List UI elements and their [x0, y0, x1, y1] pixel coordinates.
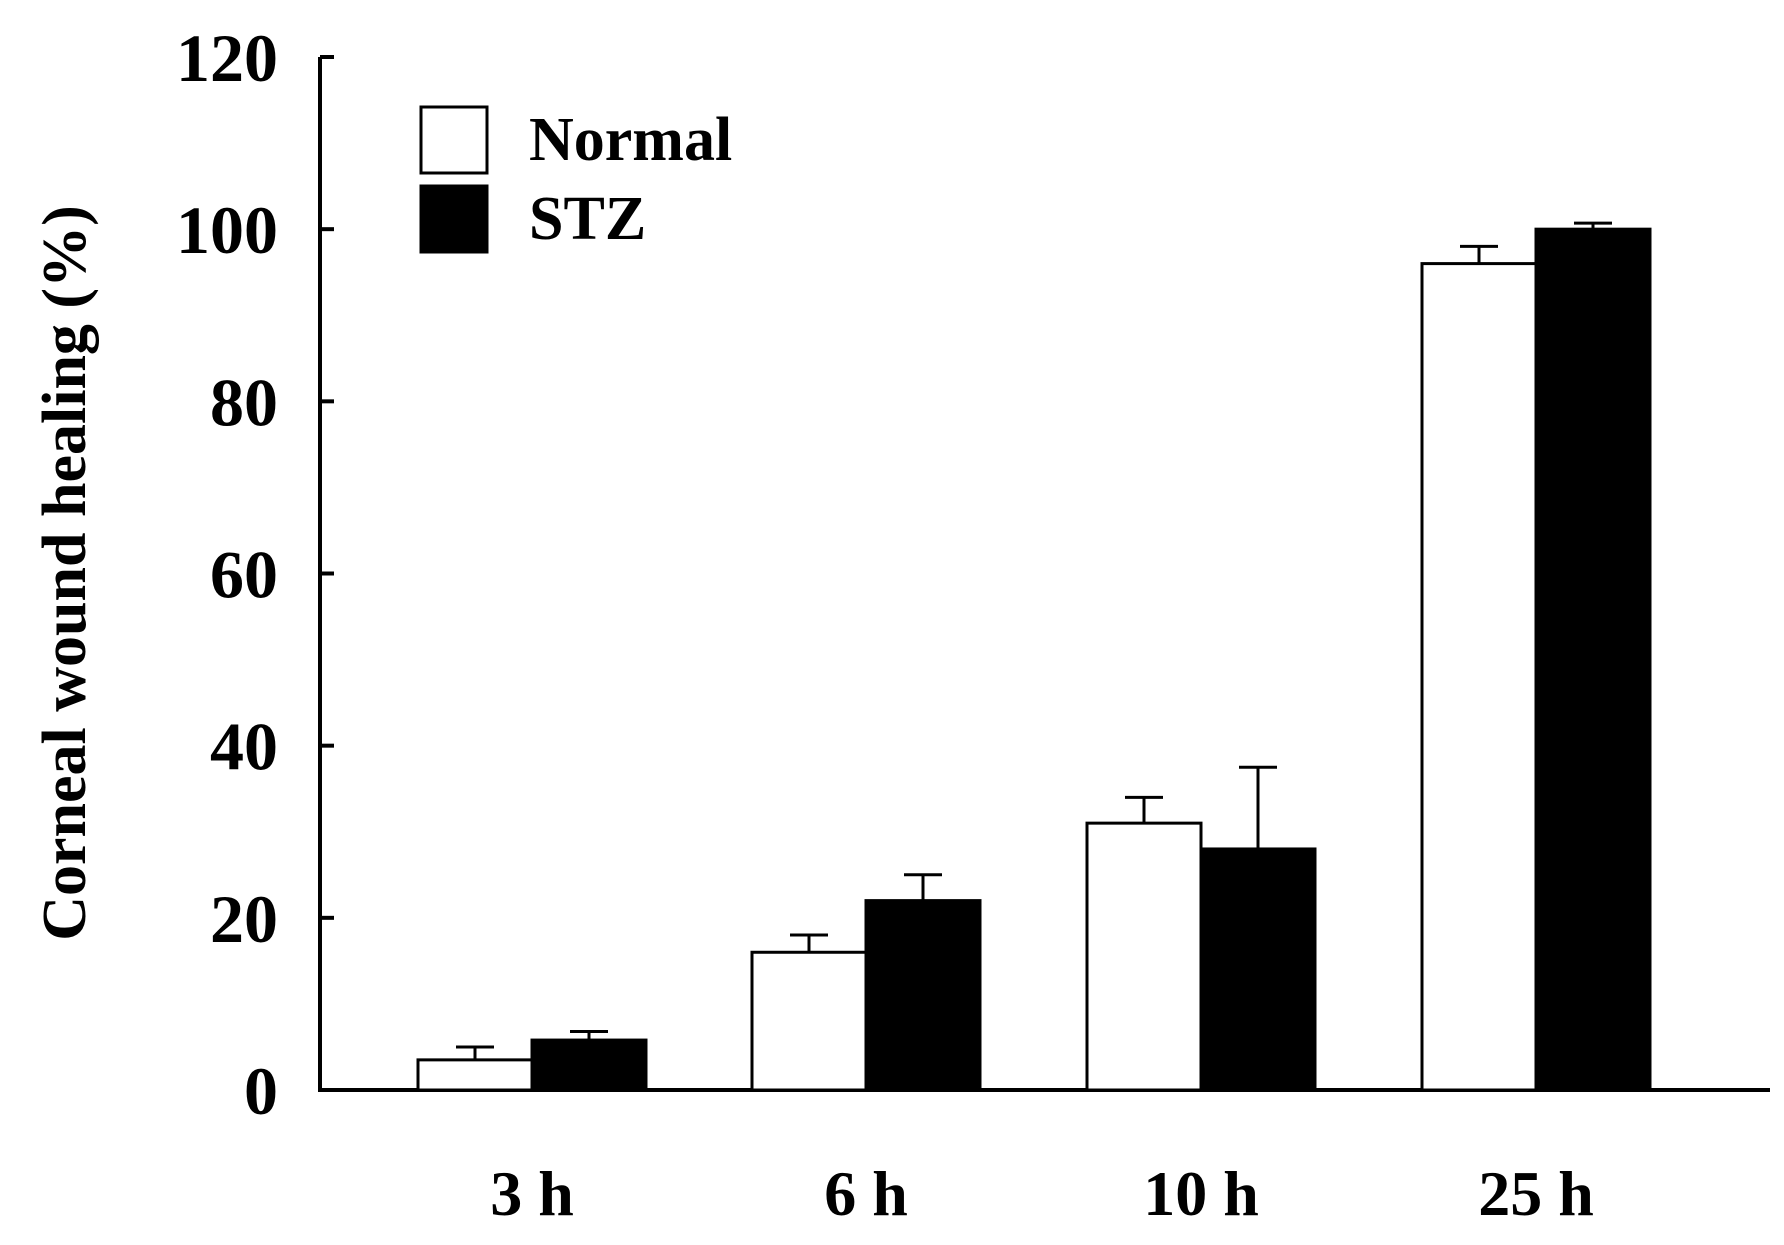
bar-normal-25h: [1420, 262, 1538, 1092]
x-category-label: 25 h: [1478, 1158, 1594, 1229]
y-axis: 0 20 40 60 80 100 120: [176, 20, 334, 1129]
y-tick-label: 100: [176, 192, 278, 268]
x-category-labels: 3 h 6 h 10 h 25 h: [490, 1158, 1594, 1229]
x-category-label: 3 h: [490, 1158, 574, 1229]
bar-stz-25h: [1534, 227, 1652, 1092]
bar-stz-3h: [530, 1038, 648, 1092]
bar-normal-10h: [1085, 821, 1203, 1092]
bar-normal-3h: [416, 1058, 534, 1092]
legend: Normal STZ: [419, 105, 732, 254]
y-ticks: 0 20 40 60 80 100 120: [176, 20, 334, 1129]
bar-stz-10h: [1199, 847, 1317, 1092]
y-tick-label: 20: [210, 881, 278, 957]
y-tick-label: 60: [210, 537, 278, 613]
legend-swatch-normal: [419, 105, 489, 175]
y-axis-label: Corneal wound healing (%): [31, 205, 99, 940]
x-category-label: 6 h: [824, 1158, 908, 1229]
legend-label-normal: Normal: [529, 106, 732, 174]
y-tick-label: 0: [244, 1053, 278, 1129]
y-tick-label: 120: [176, 20, 278, 96]
bar-normal-6h: [750, 950, 868, 1092]
y-tick-label: 40: [210, 709, 278, 785]
x-category-label: 10 h: [1143, 1158, 1259, 1229]
legend-swatch-stz: [419, 184, 489, 254]
y-tick-label: 80: [210, 364, 278, 440]
bar-stz-6h: [864, 899, 982, 1092]
bars: [416, 227, 1652, 1092]
error-bars: [456, 221, 1612, 1060]
legend-label-stz: STZ: [529, 185, 646, 253]
x-axis: 3 h 6 h 10 h 25 h: [318, 1088, 1770, 1229]
